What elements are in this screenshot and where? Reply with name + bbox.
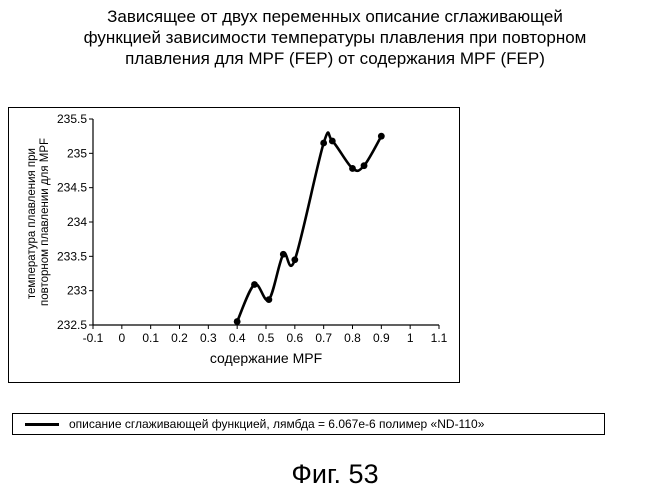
y-tick-label: 235 [67,146,87,160]
figure-caption: Фиг. 53 [0,459,670,490]
data-point [329,138,336,145]
y-tick-label: 232.5 [57,318,87,332]
data-point [265,296,272,303]
legend: описание сглаживающей функцией, лямбда =… [12,413,605,435]
legend-line-swatch [25,423,59,426]
x-axis-ticks: -0.1 0 0.1 0.2 0.3 0.4 0.5 0.6 0.7 0.8 0.9 1 1.1 [83,325,448,345]
data-point [251,281,258,288]
x-tick-label: 0.5 [258,331,275,345]
chart-title-line-3: плавления для MPF (FEP) от содержания MP… [0,48,670,69]
x-tick-label: 0.4 [229,331,246,345]
x-tick-label: 0.8 [344,331,361,345]
data-point [361,162,368,169]
x-tick-label: 1.1 [431,331,448,345]
y-tick-label: 234 [67,215,87,229]
data-point [349,165,356,172]
x-tick-label: 0.2 [171,331,188,345]
x-tick-label: 0.3 [200,331,217,345]
data-point [320,140,327,147]
x-tick-label: -0.1 [83,331,104,345]
chart: -0.1 0 0.1 0.2 0.3 0.4 0.5 0.6 0.7 0.8 0.9 1 1.1 232… [8,107,460,383]
y-axis-label: температура плавления при повторном плав… [26,138,51,306]
chart-title: Зависящее от двух переменных описание сг… [0,6,670,69]
data-point [378,133,385,140]
x-tick-label: 1 [407,331,414,345]
y-tick-label: 234.5 [57,181,87,195]
series-layer [234,133,385,325]
y-axis-label-line-1: температура плавления при [26,148,38,299]
x-tick-label: 0.9 [373,331,390,345]
x-tick-label: 0 [118,331,125,345]
y-tick-label: 235.5 [57,112,87,126]
data-point [280,251,287,258]
y-tick-label: 233 [67,284,87,298]
series-line [237,133,381,322]
y-axis-ticks: 232.5 233 233.5 234 234.5 235 235.5 [57,112,93,332]
chart-title-line-2: функцией зависимости температуры плавлен… [0,27,670,48]
legend-label: описание сглаживающей функцией, лямбда =… [69,417,484,431]
y-tick-label: 233.5 [57,249,87,263]
x-tick-label: 0.7 [315,331,332,345]
chart-title-line-1: Зависящее от двух переменных описание сг… [0,6,670,27]
x-axis-label: содержание MPF [210,350,322,366]
y-axis-label-line-2: повторном плавлении для MPF [39,138,51,306]
x-tick-label: 0.6 [286,331,303,345]
x-tick-label: 0.1 [142,331,159,345]
data-point [291,256,298,263]
data-point [234,318,241,325]
